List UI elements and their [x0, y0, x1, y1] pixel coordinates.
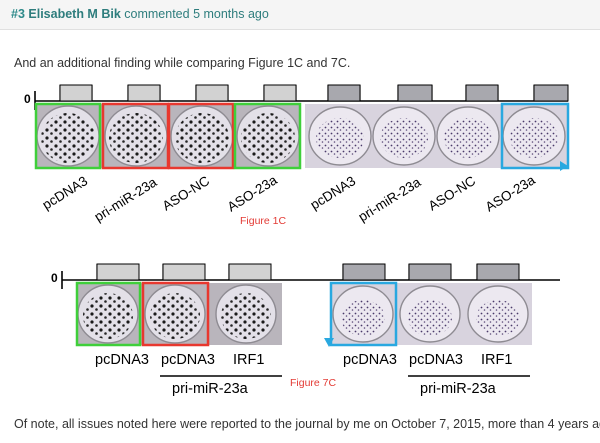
highlight-box-blue-2: [329, 281, 398, 347]
labels-7c-left: pcDNA3 pcDNA3 IRF1: [95, 352, 264, 368]
caption-figure-7c: Figure 7C: [290, 377, 337, 389]
label-1c-r-aso-nc: ASO-NC: [426, 173, 479, 214]
arrow-down-icon: [324, 338, 334, 347]
dish-1c-aso-nc: [170, 105, 234, 167]
label-1c-aso-23a: ASO-23a: [225, 172, 280, 214]
dish-1c-purple-aso-nc: [436, 106, 500, 166]
dish-1c-pcdna3: [36, 105, 100, 167]
caption-figure-1c: Figure 1C: [240, 215, 287, 227]
highlight-box-red-3: [141, 281, 210, 347]
label-7c-pcdna3-b: pcDNA3: [161, 352, 215, 368]
comment-time[interactable]: 5 months ago: [193, 7, 269, 21]
comment-header: #3 Elisabeth M Bik commented 5 months ag…: [0, 0, 600, 30]
labels-1c-right: pcDNA3 pri-miR-23a ASO-NC ASO-23a: [308, 172, 538, 224]
highlight-box-red-2: [167, 102, 235, 170]
label-7c-group-left: pri-miR-23a: [172, 381, 249, 397]
arrow-right-icon: [560, 161, 568, 171]
figure-7c: 0: [51, 263, 560, 397]
label-1c-aso-nc: ASO-NC: [160, 173, 213, 214]
label-1c-r-aso-23a: ASO-23a: [483, 172, 538, 214]
dish-7c-irf1: [215, 284, 277, 344]
highlight-box-blue-1: [500, 102, 570, 170]
label-1c-pri-mir-23a: pri-miR-23a: [92, 174, 160, 224]
dish-1c-purple-pri-mir-23a: [372, 106, 436, 166]
dish-7c-pcdna3-a: [77, 284, 139, 344]
dish-1c-pri-mir-23a: [104, 105, 168, 167]
dish-7c-purple-pcdna3-b: [399, 285, 461, 343]
label-7c-group-right: pri-miR-23a: [420, 381, 497, 397]
dish-1c-purple-aso-23a: [502, 106, 566, 166]
label-7c-r-pcdna3-a: pcDNA3: [343, 352, 397, 368]
axis-zero-1c: 0: [24, 92, 31, 106]
comment-number[interactable]: #3: [11, 7, 25, 21]
dish-7c-pcdna3-b: [144, 284, 206, 344]
comment-outro: Of note, all issues noted here were repo…: [14, 417, 600, 431]
axis-zero-7c: 0: [51, 271, 58, 285]
comment-intro: And an additional finding while comparin…: [14, 56, 351, 70]
dish-1c-aso-23a: [236, 105, 300, 167]
comment-author[interactable]: Elisabeth M Bik: [28, 7, 121, 21]
highlight-box-green-2: [233, 102, 302, 170]
labels-7c-right: pcDNA3 pcDNA3 IRF1: [343, 352, 512, 368]
label-7c-r-irf1: IRF1: [481, 352, 512, 368]
label-7c-r-pcdna3-b: pcDNA3: [409, 352, 463, 368]
dish-1c-purple-pcdna3: [308, 106, 372, 166]
highlight-box-green-3: [75, 281, 142, 347]
highlight-box-green-1: [34, 102, 102, 170]
figure-1c: 0: [24, 84, 570, 227]
label-1c-r-pri-mir-23a: pri-miR-23a: [356, 174, 424, 224]
comment-action: commented: [124, 7, 190, 21]
dish-7c-purple-pcdna3-a: [332, 285, 394, 343]
dish-7c-purple-irf1: [467, 285, 529, 343]
label-7c-pcdna3-a: pcDNA3: [95, 352, 149, 368]
label-1c-pcdna3: pcDNA3: [40, 173, 91, 212]
label-1c-r-pcdna3: pcDNA3: [308, 173, 359, 212]
label-7c-irf1: IRF1: [233, 352, 264, 368]
